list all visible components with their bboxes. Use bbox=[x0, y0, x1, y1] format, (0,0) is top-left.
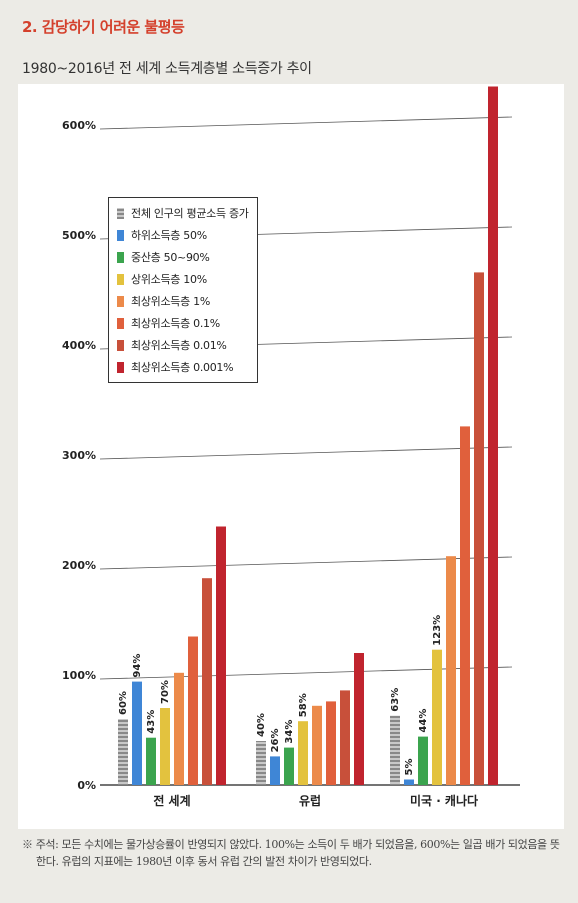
gridline bbox=[99, 556, 513, 570]
legend-item: 하위소득층 50% bbox=[117, 229, 249, 242]
bar bbox=[312, 705, 322, 785]
y-tick-label: 0% bbox=[77, 779, 96, 792]
gridline bbox=[99, 666, 513, 680]
section-title: 2. 감당하기 어려운 불평등 bbox=[22, 18, 185, 36]
footnote-text: ※ 주석: 모든 수치에는 물가상승률이 반영되지 않았다. 100%는 소득이… bbox=[22, 838, 560, 868]
bar bbox=[460, 426, 470, 785]
bar bbox=[216, 526, 226, 785]
data-label: 26% bbox=[270, 728, 281, 752]
bar bbox=[474, 272, 484, 785]
legend-swatch bbox=[117, 208, 124, 219]
bar bbox=[404, 779, 414, 785]
bar bbox=[354, 653, 364, 785]
y-tick-label: 500% bbox=[62, 229, 96, 242]
legend-label: 하위소득층 50% bbox=[131, 229, 207, 242]
x-category-label: 유럽 bbox=[299, 794, 321, 808]
legend-item: 최상위소득층 0.001% bbox=[117, 361, 249, 374]
legend-label: 전체 인구의 평균소득 증가 bbox=[131, 207, 249, 220]
x-category-label: 전 세계 bbox=[153, 793, 190, 808]
bar bbox=[418, 736, 428, 785]
bar bbox=[270, 756, 280, 785]
bar bbox=[146, 737, 156, 785]
data-label: 63% bbox=[390, 688, 401, 712]
legend-swatch bbox=[117, 252, 124, 263]
legend-swatch bbox=[117, 318, 124, 329]
data-label: 43% bbox=[146, 710, 157, 734]
legend-item: 최상위소득층 1% bbox=[117, 295, 249, 308]
data-label: 44% bbox=[418, 709, 429, 733]
legend-swatch bbox=[117, 340, 124, 351]
bar bbox=[432, 649, 442, 785]
data-label: 70% bbox=[160, 680, 171, 704]
legend-label: 최상위소득층 1% bbox=[131, 295, 210, 308]
bar bbox=[118, 719, 128, 785]
y-tick-label: 100% bbox=[62, 669, 96, 682]
gridline bbox=[99, 116, 513, 130]
legend-item: 최상위소득층 0.01% bbox=[117, 339, 249, 352]
bar bbox=[132, 681, 142, 785]
data-label: 94% bbox=[132, 654, 143, 678]
y-tick-label: 600% bbox=[62, 119, 96, 132]
legend-item: 최상위소득층 0.1% bbox=[117, 317, 249, 330]
legend-swatch bbox=[117, 296, 124, 307]
data-label: 123% bbox=[432, 615, 443, 646]
legend-label: 최상위소득층 0.001% bbox=[131, 361, 234, 374]
bar bbox=[340, 690, 350, 785]
chart-title: 1980~2016년 전 세계 소득계층별 소득증가 추이 bbox=[22, 61, 312, 77]
bar bbox=[202, 578, 212, 785]
legend-item: 중산층 50~90% bbox=[117, 251, 249, 264]
bar bbox=[174, 672, 184, 785]
footnote: ※ 주석: 모든 수치에는 물가상승률이 반영되지 않았다. 100%는 소득이… bbox=[22, 836, 562, 870]
legend-swatch bbox=[117, 362, 124, 373]
y-tick-label: 300% bbox=[62, 449, 96, 462]
data-label: 60% bbox=[118, 691, 129, 715]
legend-swatch bbox=[117, 230, 124, 241]
bar bbox=[326, 701, 336, 785]
legend-label: 최상위소득층 0.01% bbox=[131, 339, 227, 352]
gridline bbox=[99, 446, 513, 460]
legend-item: 전체 인구의 평균소득 증가 bbox=[117, 207, 249, 220]
data-label: 34% bbox=[284, 720, 295, 744]
bar bbox=[446, 556, 456, 785]
data-label: 58% bbox=[298, 693, 309, 717]
y-tick-label: 400% bbox=[62, 339, 96, 352]
x-category-label: 미국 · 캐나다 bbox=[410, 793, 478, 808]
bar bbox=[488, 86, 498, 785]
legend-label: 최상위소득층 0.1% bbox=[131, 317, 220, 330]
bar bbox=[188, 636, 198, 785]
legend-item: 상위소득층 10% bbox=[117, 273, 249, 286]
bar bbox=[298, 721, 308, 785]
legend-swatch bbox=[117, 274, 124, 285]
bar bbox=[390, 715, 400, 785]
legend-label: 상위소득층 10% bbox=[131, 273, 207, 286]
legend-label: 중산층 50~90% bbox=[131, 251, 210, 264]
data-label: 40% bbox=[256, 713, 267, 737]
bar bbox=[160, 708, 170, 785]
y-tick-label: 200% bbox=[62, 559, 96, 572]
bar bbox=[256, 741, 266, 785]
data-label: 5% bbox=[404, 759, 415, 776]
bar bbox=[284, 747, 294, 785]
